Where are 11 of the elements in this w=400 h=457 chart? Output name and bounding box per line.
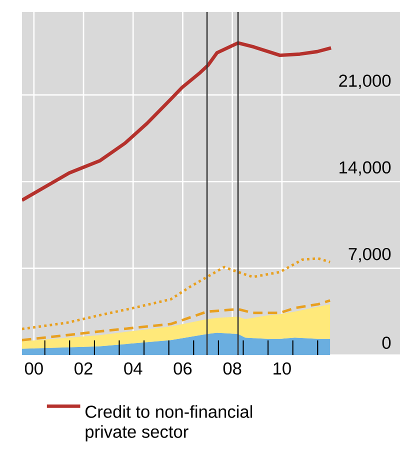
- x-tick-label: 10: [274, 362, 291, 375]
- y-tick-label: 7,000: [348, 248, 391, 262]
- legend-label: Credit to non-financial private sector: [86, 405, 252, 442]
- x-tick-label: 06: [174, 362, 192, 375]
- y-tick-label: 21,000: [339, 74, 391, 89]
- y-tick-label: 14,000: [340, 161, 391, 176]
- y-tick-label: 0: [382, 336, 391, 349]
- x-tick-label: 02: [74, 362, 92, 375]
- x-tick-label: 00: [24, 362, 43, 375]
- x-tick-label: 08: [223, 362, 242, 375]
- x-tick-label: 04: [124, 362, 142, 375]
